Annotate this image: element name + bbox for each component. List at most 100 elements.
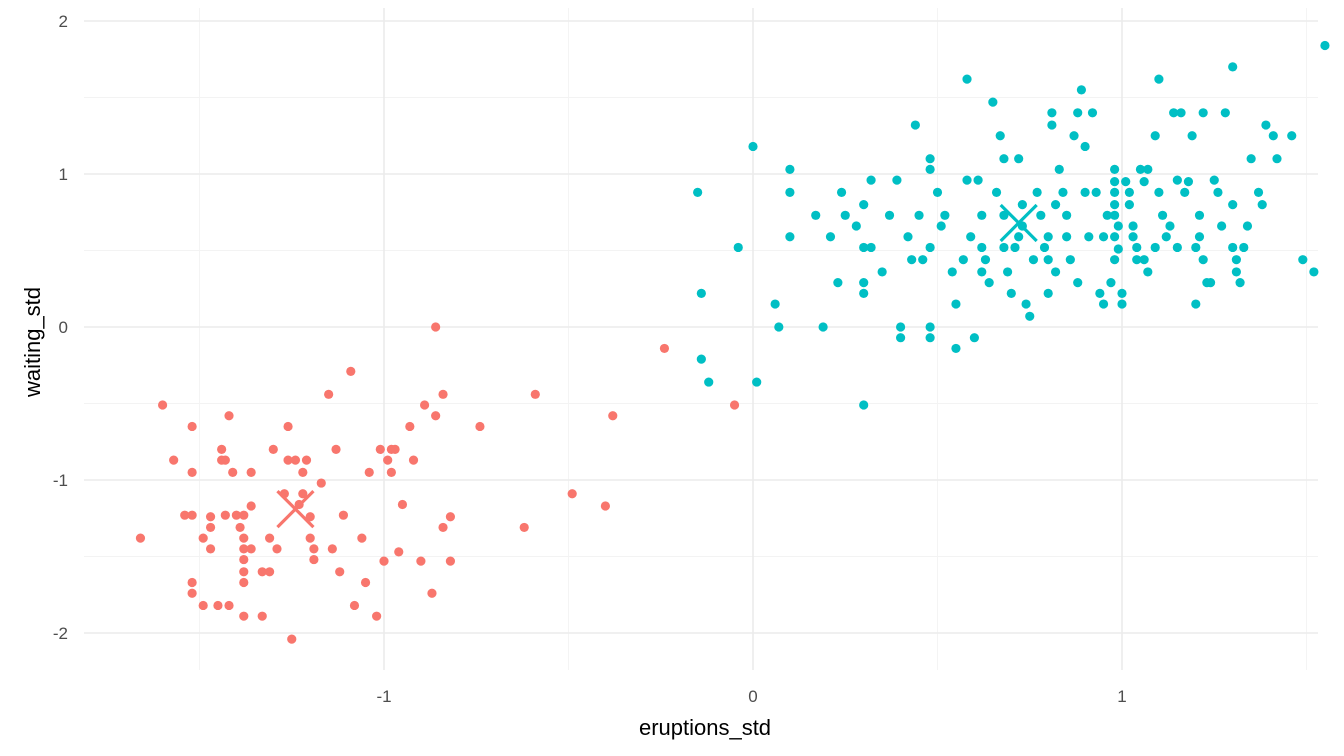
data-point	[1128, 221, 1138, 231]
data-point	[1017, 200, 1027, 210]
y-tick-label: -1	[53, 471, 68, 490]
data-point	[785, 187, 795, 197]
data-point	[600, 501, 611, 511]
data-point	[220, 455, 230, 465]
data-point	[991, 187, 1002, 197]
data-point	[239, 544, 249, 554]
data-point	[324, 389, 334, 399]
data-point	[925, 242, 935, 253]
data-point	[947, 267, 957, 277]
x-tick-label: 1	[1117, 687, 1126, 706]
data-point	[1298, 255, 1308, 265]
centroid-marker	[276, 489, 315, 529]
data-point	[357, 533, 367, 543]
data-point	[1172, 175, 1182, 185]
data-point	[1117, 299, 1127, 309]
data-point	[431, 411, 441, 421]
data-point	[305, 533, 315, 543]
data-point	[859, 242, 869, 253]
data-point	[213, 600, 223, 611]
x-tick-label: 0	[748, 687, 757, 706]
data-point	[1183, 177, 1194, 187]
data-point	[1069, 131, 1079, 141]
data-point	[257, 611, 267, 621]
data-point	[1095, 288, 1105, 298]
data-point	[346, 366, 356, 376]
grid-layer	[84, 8, 1318, 670]
data-point	[1062, 210, 1072, 220]
data-point	[1135, 164, 1146, 175]
data-point	[198, 533, 208, 543]
data-point	[1139, 255, 1149, 265]
data-point	[1309, 267, 1319, 277]
data-point	[1036, 210, 1046, 220]
data-point	[1180, 187, 1190, 197]
data-point	[1003, 267, 1013, 277]
data-point	[1220, 108, 1230, 118]
data-point	[785, 164, 795, 175]
centroid-layer	[276, 203, 1038, 529]
data-point	[228, 467, 238, 477]
data-point	[962, 175, 972, 185]
data-point	[1132, 255, 1142, 265]
data-point	[1113, 244, 1123, 254]
data-point	[1194, 210, 1205, 220]
data-point	[235, 522, 245, 533]
data-point	[1062, 232, 1072, 242]
data-point	[859, 278, 869, 288]
data-point	[1228, 200, 1238, 210]
data-point	[257, 567, 267, 577]
data-point	[1154, 187, 1164, 197]
data-point	[283, 455, 293, 465]
data-point	[1043, 232, 1053, 242]
data-point	[1191, 242, 1201, 253]
data-point	[239, 577, 249, 588]
data-point	[1076, 85, 1087, 95]
data-point	[1117, 288, 1127, 298]
data-point	[925, 164, 935, 175]
data-point	[1110, 255, 1120, 265]
data-point	[1150, 131, 1160, 141]
data-point	[431, 322, 441, 332]
data-point	[416, 556, 426, 566]
data-point	[1253, 187, 1264, 197]
data-point	[840, 210, 850, 220]
data-point	[1257, 200, 1267, 210]
data-point	[1110, 164, 1120, 175]
data-point	[475, 421, 485, 432]
data-point	[785, 232, 795, 242]
data-point	[305, 512, 315, 522]
data-point	[1198, 255, 1208, 265]
data-point	[180, 510, 190, 520]
data-point	[836, 187, 847, 197]
data-point	[1194, 232, 1205, 242]
data-point	[914, 210, 924, 220]
data-point	[1091, 187, 1101, 197]
data-point	[977, 267, 987, 277]
data-point	[696, 354, 706, 364]
data-point	[316, 478, 326, 488]
data-point	[158, 400, 168, 410]
data-point	[1235, 278, 1245, 288]
data-point	[1172, 242, 1182, 253]
data-point	[187, 588, 197, 598]
x-tick-label: -1	[376, 687, 391, 706]
data-point	[1143, 267, 1153, 277]
data-point	[331, 444, 341, 454]
data-point	[999, 210, 1009, 220]
data-point	[999, 154, 1009, 164]
data-point	[397, 499, 408, 510]
data-point	[246, 544, 256, 554]
data-point	[408, 455, 419, 465]
data-point	[205, 544, 216, 554]
data-point	[608, 411, 618, 421]
data-point	[246, 501, 256, 511]
data-point	[1191, 299, 1201, 309]
data-point	[825, 232, 836, 242]
data-point	[969, 333, 980, 343]
data-point	[335, 567, 345, 577]
data-point	[239, 611, 249, 621]
data-point	[1014, 154, 1024, 164]
data-point	[704, 377, 714, 387]
data-point	[1113, 221, 1123, 231]
